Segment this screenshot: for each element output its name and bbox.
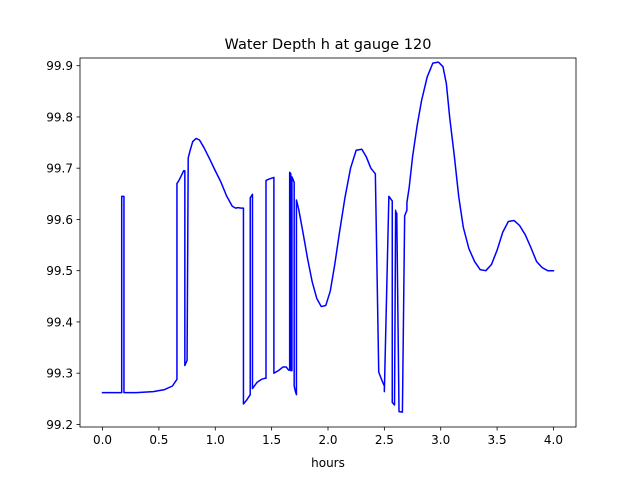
x-tick-label: 1.5	[262, 433, 281, 447]
plot-area	[101, 61, 555, 413]
x-tick-label: 0.5	[149, 433, 168, 447]
y-tick-label: 99.7	[46, 162, 73, 176]
x-tick-label: 2.0	[318, 433, 337, 447]
series-line-0	[101, 61, 555, 413]
x-tick-label: 4.0	[544, 433, 563, 447]
y-tick-label: 99.3	[46, 367, 73, 381]
y-tick-label: 99.8	[46, 110, 73, 124]
x-axis-label: hours	[311, 456, 345, 470]
axes: 0.0 0.5 1.0 1.5 2.0 2.5 3.0 3.5 4.0 99.2 99.3 99.4 9…	[46, 57, 577, 447]
y-tick-label: 99.2	[46, 418, 73, 432]
chart-title: Water Depth h at gauge 120	[225, 37, 432, 53]
y-tick-label: 99.4	[46, 315, 73, 329]
y-tick-label: 99.5	[46, 264, 73, 278]
y-tick-label: 99.9	[46, 59, 73, 73]
x-tick-label: 0.0	[93, 433, 112, 447]
x-tick-label: 3.5	[488, 433, 507, 447]
x-tick-label: 3.0	[431, 433, 450, 447]
y-tick-label: 99.6	[46, 213, 73, 227]
x-tick-label: 2.5	[375, 433, 394, 447]
x-tick-label: 1.0	[206, 433, 225, 447]
